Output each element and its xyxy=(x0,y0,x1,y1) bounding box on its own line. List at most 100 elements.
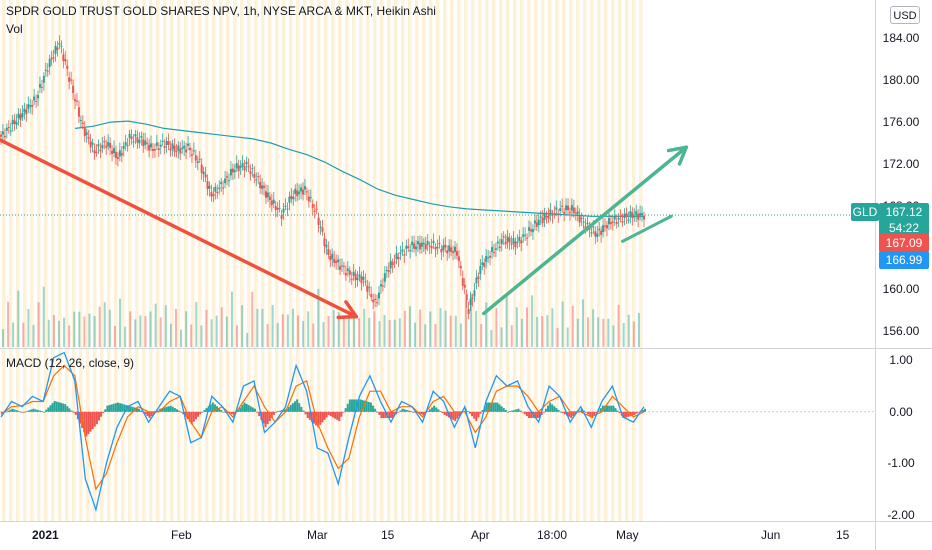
candle-body xyxy=(150,143,153,148)
macd-histogram-bar xyxy=(218,408,221,412)
macd-histogram-bar xyxy=(525,411,528,417)
candle-body xyxy=(639,213,642,216)
macd-histogram-bar xyxy=(43,411,46,413)
time-tick-label: 2021 xyxy=(32,528,59,542)
candle-body xyxy=(643,215,645,220)
macd-histogram-bar xyxy=(336,411,339,420)
macd-histogram-bar xyxy=(289,405,292,412)
candle-body xyxy=(161,140,164,142)
volume-bar xyxy=(525,307,528,347)
macd-histogram-bar xyxy=(140,410,143,412)
volume-bar xyxy=(434,323,437,347)
candle-body xyxy=(337,259,340,263)
volume-bar xyxy=(276,323,279,347)
candle-body xyxy=(325,244,328,248)
volume-bar xyxy=(63,317,66,347)
volume-bar xyxy=(505,295,508,347)
candle-body xyxy=(528,227,531,231)
currency-button[interactable]: USD xyxy=(890,6,920,24)
macd-histogram-bar xyxy=(515,409,518,412)
volume-bar xyxy=(180,329,183,347)
macd-histogram-bar xyxy=(494,402,497,412)
macd-histogram-bar xyxy=(323,411,326,420)
candle-body xyxy=(395,253,398,260)
volume-bar xyxy=(159,317,162,347)
candle-body xyxy=(0,134,2,137)
macd-histogram-bar xyxy=(201,411,204,413)
macd-histogram-bar xyxy=(190,411,193,425)
candle-body xyxy=(580,218,583,220)
candle-body xyxy=(615,221,618,224)
candle-body xyxy=(520,240,523,244)
candle-body xyxy=(75,100,78,102)
session-stripe xyxy=(611,0,615,522)
macd-histogram-bar xyxy=(614,408,617,412)
macd-histogram-bar xyxy=(30,409,33,412)
session-stripe xyxy=(618,0,622,522)
candle-body xyxy=(190,154,193,156)
candle-body xyxy=(590,232,593,234)
candle-body xyxy=(510,243,513,245)
candle-body xyxy=(567,205,570,211)
macd-histogram-bar xyxy=(412,411,415,413)
candle-body xyxy=(257,176,260,178)
macd-histogram-bar xyxy=(625,411,628,418)
volume-bar xyxy=(7,301,10,347)
candle-body xyxy=(27,104,30,110)
candle-body xyxy=(469,298,472,305)
macd-histogram-bar xyxy=(422,411,425,415)
candle-body xyxy=(208,185,211,189)
macd-histogram-bar xyxy=(72,411,75,413)
candle-body xyxy=(95,151,98,153)
chart-title: SPDR GOLD TRUST GOLD SHARES NPV, 1h, NYS… xyxy=(6,4,436,18)
session-stripe xyxy=(520,0,524,522)
candle-body xyxy=(621,221,624,223)
volume-bar xyxy=(57,320,60,347)
candle-body xyxy=(222,187,225,189)
candle-body xyxy=(305,191,308,193)
candle-body xyxy=(5,127,8,131)
volume-bar xyxy=(627,314,630,347)
candle-body xyxy=(89,141,92,148)
candle-body xyxy=(415,246,418,250)
candle-body xyxy=(444,244,447,248)
macd-histogram-bar xyxy=(127,405,130,412)
macd-histogram-bar xyxy=(7,410,10,412)
volume-bar xyxy=(246,332,249,347)
session-stripe xyxy=(443,0,447,522)
candle-body xyxy=(446,250,449,254)
volume-bar xyxy=(439,308,442,347)
macd-histogram-bar xyxy=(165,406,168,412)
candle-body xyxy=(477,276,480,279)
candle-body xyxy=(483,262,486,267)
macd-histogram-bar xyxy=(428,409,431,412)
macd-histogram-bar xyxy=(203,409,206,412)
macd-histogram-bar xyxy=(344,408,347,412)
macd-histogram-bar xyxy=(633,411,636,415)
candle-body xyxy=(97,144,100,147)
candle-body xyxy=(307,196,310,202)
macd-histogram-bar xyxy=(606,405,609,412)
candle-body xyxy=(284,205,287,207)
candle-body xyxy=(428,245,431,247)
candle-body xyxy=(278,207,281,209)
candle-body xyxy=(87,137,90,139)
volume-bar xyxy=(515,307,518,347)
session-stripe xyxy=(58,0,62,522)
macd-histogram-bar xyxy=(637,411,640,413)
last-price-tag: 167.12 54:22 xyxy=(879,203,929,237)
macd-histogram-bar xyxy=(287,406,290,412)
volume-bar xyxy=(510,325,513,347)
macd-histogram-bar xyxy=(589,411,592,417)
candle-body xyxy=(15,122,18,125)
macd-histogram-bar xyxy=(601,405,604,412)
candle-body xyxy=(68,77,71,82)
candle-body xyxy=(276,207,279,210)
candle-body xyxy=(167,140,170,145)
volume-bar xyxy=(144,316,147,347)
candle-body xyxy=(416,241,419,245)
macd-histogram-bar xyxy=(331,411,334,418)
macd-histogram-bar xyxy=(458,411,461,417)
macd-histogram-bar xyxy=(622,411,625,418)
